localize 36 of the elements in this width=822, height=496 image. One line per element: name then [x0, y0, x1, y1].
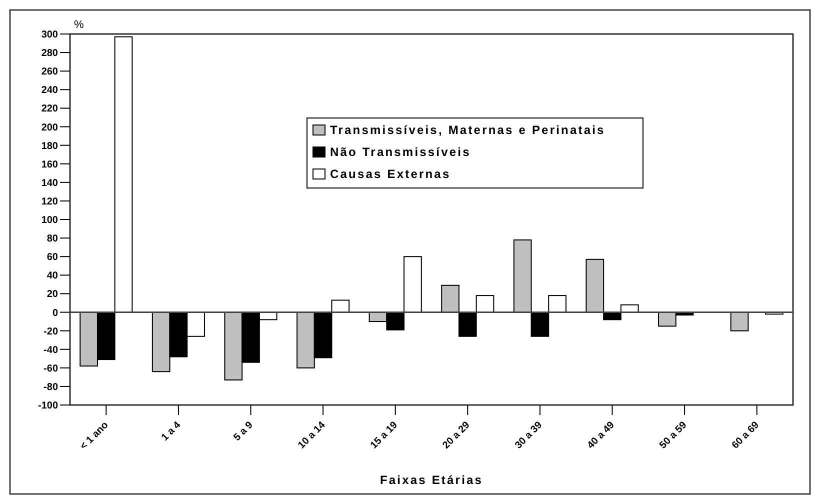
y-axis-title: % [74, 19, 84, 31]
y-tick-label: 40 [46, 270, 58, 282]
y-tick-label: 220 [41, 104, 58, 115]
y-tick-label: 120 [41, 196, 58, 208]
x-tick-label: 20 a 29 [440, 420, 473, 452]
y-tick-label: 60 [46, 252, 58, 264]
y-tick-label: -40 [44, 344, 58, 356]
x-tick-label: < 1 ano [78, 420, 111, 452]
x-tick-label: 40 a 49 [585, 420, 618, 452]
y-tick-label: -100 [38, 400, 58, 412]
y-tick-label: 20 [46, 289, 58, 300]
x-tick-label: 15 a 19 [368, 420, 400, 452]
x-tick-label: 60 a 69 [730, 420, 762, 452]
y-tick-label: -60 [44, 363, 58, 374]
x-tick-label: 5 a 9 [232, 420, 256, 444]
x-axis-title: Faixas Etárias [380, 473, 484, 487]
x-tick-label: 10 a 14 [296, 420, 328, 452]
y-tick-label: 140 [41, 178, 58, 189]
y-tick-label: 300 [41, 30, 58, 40]
y-tick-label: 240 [41, 85, 58, 96]
legend-label: Transmissíveis, Maternas e Perinatais [330, 123, 606, 137]
y-tick-label: 80 [46, 234, 58, 245]
y-tick-label: 280 [41, 48, 58, 60]
y-tick-label: 100 [41, 215, 58, 226]
y-tick-label: 200 [41, 122, 58, 134]
y-tick-label: -20 [44, 326, 58, 338]
y-tick-label: 260 [41, 66, 58, 78]
y-tick-label: 0 [52, 308, 58, 319]
y-tick-label: -80 [44, 382, 58, 393]
x-tick-label: 1 a 4 [160, 420, 184, 444]
y-tick-label: 160 [41, 159, 58, 170]
x-tick-label: 50 a 59 [658, 420, 690, 452]
y-tick-label: 180 [41, 140, 58, 152]
legend-label: Causas Externas [330, 167, 451, 181]
x-tick-label: 30 a 39 [513, 420, 545, 452]
legend-label: Não Transmissíveis [330, 145, 471, 159]
